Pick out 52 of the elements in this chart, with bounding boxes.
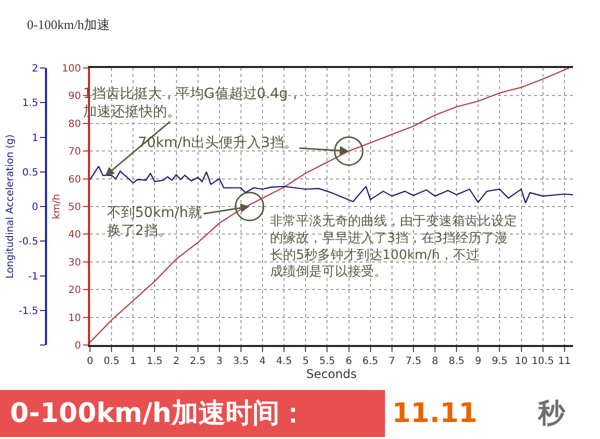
- y-tick-label: 20: [68, 285, 81, 296]
- y-tick-label: 90: [68, 91, 81, 102]
- text: 秒: [537, 398, 566, 429]
- y-tick-label: 70: [68, 146, 81, 158]
- y2-tick-label: -1: [28, 271, 38, 282]
- x-tick-label: 0.5: [104, 356, 120, 367]
- x-tick-label: 11: [558, 356, 571, 367]
- x-axis-title: Seconds: [306, 367, 357, 381]
- x-tick-label: 9: [474, 356, 482, 367]
- line-series: [90, 166, 573, 204]
- chart-title: 0-100km/h加速: [27, 16, 110, 32]
- y-tick-label: 10: [68, 312, 81, 324]
- x-tick-label: 9.5: [492, 356, 508, 367]
- y2-tick-label: -0.5: [18, 236, 38, 248]
- x-tick-label: 2.5: [190, 356, 206, 367]
- x-tick-label: 7.5: [405, 356, 422, 367]
- x-tick-label: 6: [346, 356, 352, 367]
- y-tick-label: 40: [68, 230, 81, 241]
- x-tick-label: 10: [514, 356, 528, 367]
- y2-tick-label: 2: [32, 64, 38, 74]
- annotation: 不到50km/h就换了2挡。: [107, 205, 202, 240]
- x-tick-label: 8: [432, 356, 438, 367]
- x-tick-label: 4: [259, 356, 266, 367]
- x-tick-label: 10.5: [532, 356, 554, 367]
- y-tick-label: 80: [68, 118, 81, 130]
- x-tick-label: 5.5: [319, 356, 336, 367]
- x-tick-label: 5: [302, 356, 309, 367]
- x-tick-label: 1.5: [146, 356, 163, 367]
- x-tick-label: 6.5: [362, 356, 378, 367]
- y-tick-label: 50: [68, 202, 81, 213]
- text: 11.11: [392, 398, 478, 429]
- y2-tick-label: 0.5: [22, 167, 38, 178]
- y2-tick-label: -1.5: [18, 306, 38, 317]
- x-tick-label: 4.5: [276, 356, 292, 367]
- text: 0-100km/h加速时间：: [10, 398, 307, 429]
- y-tick-label: 0: [74, 340, 81, 352]
- x-tick-label: 1: [130, 356, 136, 367]
- x-tick-label: 7: [388, 356, 396, 367]
- x-tick-label: 8.5: [448, 356, 465, 367]
- x-tick-label: 2: [173, 356, 180, 367]
- x-tick-label: 0: [86, 356, 94, 367]
- y2-tick-label: 1.5: [22, 98, 38, 110]
- annotation: 非常平淡无奇的曲线，由于变速箱齿比设定的缘故，早早进入了3挡，在3挡经历了漫长的5秒多钟才到达100km/h，不过成绩倒是可以接受。: [270, 214, 517, 280]
- y-tick-label: 100: [62, 64, 81, 74]
- y-tick-label: 60: [68, 174, 81, 186]
- x-tick-label: 3.5: [232, 356, 249, 367]
- y-tick-label: 30: [68, 257, 81, 268]
- y2-axis-title: Longitudinal Acceleration (g): [5, 134, 16, 279]
- x-tick-label: 3: [216, 356, 223, 367]
- y2-tick-label: 1: [32, 132, 38, 144]
- y-axis-title: km/h: [51, 194, 62, 220]
- y2-tick-label: 0: [32, 202, 38, 213]
